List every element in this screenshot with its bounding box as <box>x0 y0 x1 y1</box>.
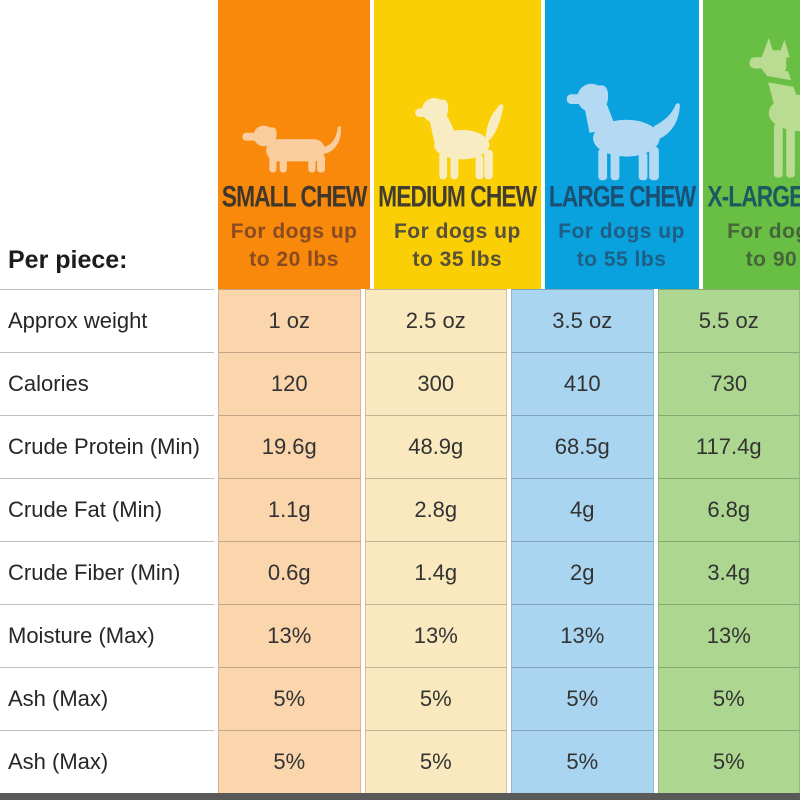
row-label: Calories <box>0 352 214 415</box>
row-label: Crude Fat (Min) <box>0 478 214 541</box>
row-label: Ash (Max) <box>0 730 214 793</box>
column-subtitle-line2: to 90 lbs <box>745 247 800 271</box>
row-label: Approx weight <box>0 289 214 352</box>
nutrition-table: Approx weight 1 oz 2.5 oz 3.5 oz 5.5 oz … <box>0 289 800 793</box>
great-dane-dog-icon <box>749 38 800 178</box>
dachshund-dog-icon <box>242 125 342 173</box>
row-label: Moisture (Max) <box>0 604 214 667</box>
medium-chew-value: 1.4g <box>364 541 507 604</box>
per-piece-label: Per piece: <box>8 246 128 274</box>
row-label: Crude Fiber (Min) <box>0 541 214 604</box>
large-chew-value: 5% <box>511 730 654 793</box>
table-row-crude-fat: Crude Fat (Min) 1.1g 2.8g 4g 6.8g <box>0 478 800 541</box>
small-chew-value: 1 oz <box>218 289 361 352</box>
table-row-ash-2: Ash (Max) 5% 5% 5% 5% <box>0 730 800 793</box>
table-row-calories: Calories 120 300 410 730 <box>0 352 800 415</box>
column-subtitle-line2: to 55 lbs <box>576 247 667 271</box>
column-title: LARGE CHEW <box>548 180 695 215</box>
medium-chew-value: 48.9g <box>364 415 507 478</box>
column-subtitle-line1: For dogs up <box>558 220 685 244</box>
table-row-ash: Ash (Max) 5% 5% 5% 5% <box>0 667 800 730</box>
xlarge-chew-value: 730 <box>657 352 800 415</box>
small-chew-value: 5% <box>218 730 361 793</box>
table-row-approx-weight: Approx weight 1 oz 2.5 oz 3.5 oz 5.5 oz <box>0 289 800 352</box>
column-header-xlarge-chew: X-LARGE CHEW For dogs up to 90 lbs <box>702 0 800 289</box>
column-subtitle: For dogs up to 35 lbs <box>394 218 521 273</box>
large-chew-value: 2g <box>511 541 654 604</box>
medium-chew-value: 2.8g <box>364 478 507 541</box>
column-title: SMALL CHEW <box>221 180 368 215</box>
column-header-small-chew: SMALL CHEW For dogs up to 20 lbs <box>218 0 371 289</box>
xlarge-chew-value: 13% <box>657 604 800 667</box>
large-chew-value: 410 <box>511 352 654 415</box>
large-chew-value: 3.5 oz <box>511 289 654 352</box>
bottom-border-bar <box>0 793 800 800</box>
table-row-moisture: Moisture (Max) 13% 13% 13% 13% <box>0 604 800 667</box>
column-title: X-LARGE CHEW <box>706 180 800 215</box>
row-label: Ash (Max) <box>0 667 214 730</box>
column-subtitle: For dogs up to 90 lbs <box>727 218 800 273</box>
column-title: MEDIUM CHEW <box>378 180 537 215</box>
column-subtitle: For dogs up to 20 lbs <box>231 218 358 273</box>
xlarge-chew-value: 5.5 oz <box>657 289 800 352</box>
column-subtitle-line2: to 20 lbs <box>249 247 339 271</box>
large-chew-value: 4g <box>511 478 654 541</box>
xlarge-chew-value: 5% <box>657 667 800 730</box>
small-chew-value: 0.6g <box>218 541 361 604</box>
column-subtitle-line1: For dogs up <box>230 220 358 244</box>
table-row-crude-fiber: Crude Fiber (Min) 0.6g 1.4g 2g 3.4g <box>0 541 800 604</box>
column-subtitle-line2: to 35 lbs <box>412 247 503 271</box>
small-chew-value: 13% <box>218 604 361 667</box>
column-subtitle-line1: For dogs up <box>727 220 800 244</box>
table-row-crude-protein: Crude Protein (Min) 19.6g 48.9g 68.5g 11… <box>0 415 800 478</box>
column-header-large-chew: LARGE CHEW For dogs up to 55 lbs <box>544 0 699 289</box>
beagle-dog-icon <box>415 98 504 180</box>
xlarge-chew-value: 6.8g <box>657 478 800 541</box>
medium-chew-value: 2.5 oz <box>364 289 507 352</box>
large-chew-value: 68.5g <box>511 415 654 478</box>
medium-chew-value: 5% <box>364 667 507 730</box>
row-label: Crude Protein (Min) <box>0 415 214 478</box>
column-subtitle: For dogs up to 55 lbs <box>558 218 685 273</box>
small-chew-value: 1.1g <box>218 478 361 541</box>
medium-chew-value: 5% <box>364 730 507 793</box>
small-chew-value: 19.6g <box>218 415 361 478</box>
xlarge-chew-value: 3.4g <box>657 541 800 604</box>
small-chew-value: 5% <box>218 667 361 730</box>
column-header-medium-chew: MEDIUM CHEW For dogs up to 35 lbs <box>374 0 541 289</box>
xlarge-chew-value: 117.4g <box>657 415 800 478</box>
medium-chew-value: 13% <box>364 604 507 667</box>
large-chew-value: 5% <box>511 667 654 730</box>
retriever-dog-icon <box>566 83 680 181</box>
table-header: SMALL CHEW For dogs up to 20 lbs MEDIUM … <box>218 0 800 289</box>
column-subtitle-line1: For dogs up <box>393 220 521 244</box>
xlarge-chew-value: 5% <box>657 730 800 793</box>
large-chew-value: 13% <box>511 604 654 667</box>
medium-chew-value: 300 <box>364 352 507 415</box>
small-chew-value: 120 <box>218 352 361 415</box>
